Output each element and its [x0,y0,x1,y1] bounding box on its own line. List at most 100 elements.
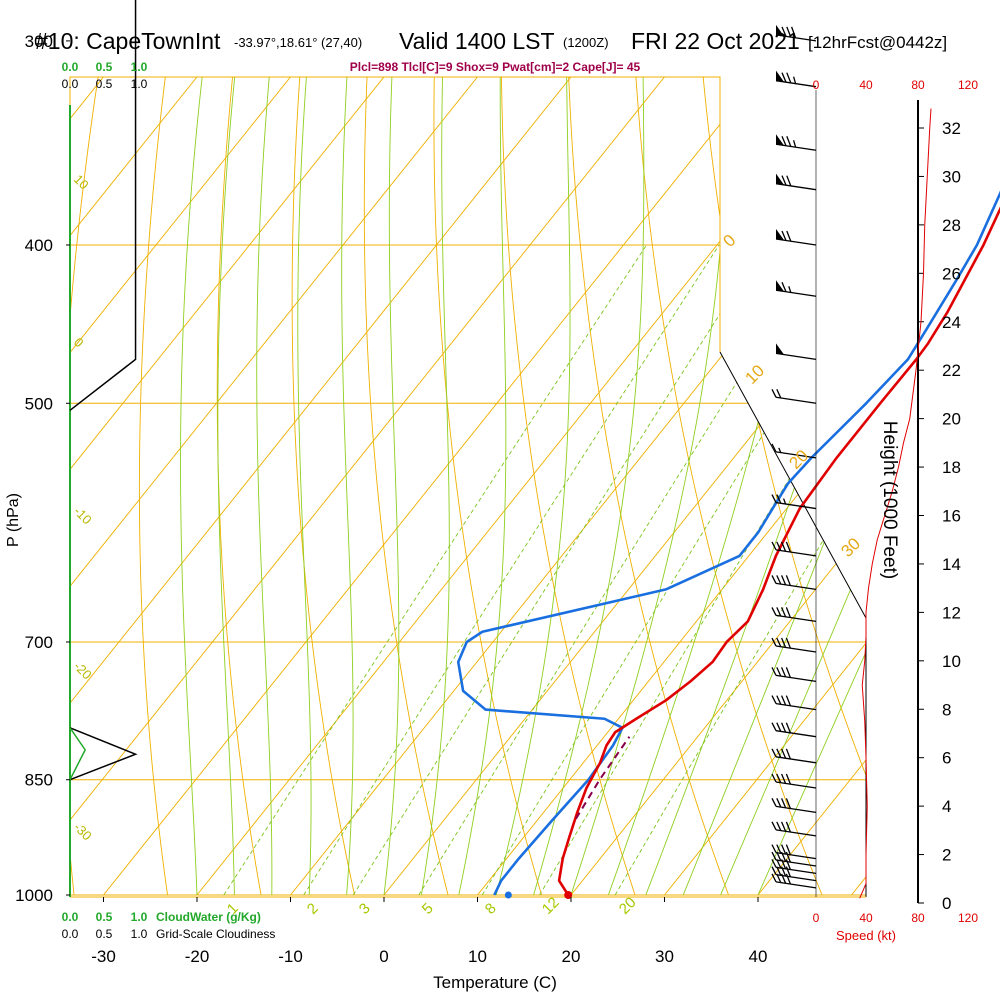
barb-staff [776,583,816,589]
barb-flag [772,723,776,731]
dry-adiabat [755,0,1000,895]
isotherm-label: -30 [71,820,95,844]
valid-date: FRI 22 Oct 2021 [631,28,800,54]
barb-pennant [776,71,784,82]
cloudwater-top-tick: 1.0 [131,60,148,74]
speed-top-tick: 0 [813,78,820,92]
cloudwater-profile [70,728,85,780]
barb-staff [776,615,816,621]
height-tick-label: 8 [942,700,951,719]
pressure-tick-label: 500 [25,394,53,413]
cloudiness-top-tick: 1.0 [131,77,148,91]
wind-barb [776,71,816,87]
height-tick-label: 24 [942,313,961,332]
barb-flag [782,798,786,807]
x-axis-title: Temperature (C) [433,973,557,992]
isotherm-line [0,0,703,895]
height-tick-label: 6 [942,749,951,768]
mixing-ratio-line [540,245,932,895]
speed-top-tick: 40 [859,78,873,92]
dry-adiabat [58,0,126,895]
skewt-grid [0,0,1000,897]
barb-pennant [776,280,784,291]
moist-adiabat [758,0,1000,895]
barb-staff [776,830,816,836]
surface-dewpoint-dot [505,892,512,899]
barb-flag [782,774,786,783]
temp-tick-label: 10 [468,947,487,966]
temp-tick-label: 30 [655,947,674,966]
wind-barb [772,798,816,812]
barb-flag [772,575,776,583]
height-axis-title: Height (1000 Feet) [879,421,900,579]
moist-adiabat [257,0,287,895]
barb-flag [782,696,786,705]
mixing-ratio-label: 8 [482,900,500,918]
barb-staff [776,806,816,812]
barb-flag [786,667,790,677]
speed-top-tick: 120 [958,78,978,92]
pressure-tick-label: 1000 [15,886,53,905]
barb-flag [772,774,776,782]
cloudiness-bottom-tick: 0.5 [96,927,113,941]
isotherm-line [478,0,1000,895]
wind-barb [772,667,816,681]
mixing-ratio-line [304,245,719,895]
barb-flag [772,798,776,806]
height-tick-label: 2 [942,846,951,865]
pressure-tick-label: 700 [25,633,53,652]
barb-flag [777,389,781,398]
barb-flag [772,845,776,853]
dry-adiabat [566,0,728,895]
speed-bottom-tick: 0 [813,911,820,925]
height-tick-label: 28 [942,216,961,235]
cloudwater-bottom-tick: 1.0 [131,910,148,924]
isotherm-line [758,0,1000,895]
mixing-ratio-label: 2 [304,900,322,918]
barb-half-flag [794,77,796,84]
speed-top-tick: 80 [911,78,925,92]
barb-staff [776,550,816,556]
wind-barb [776,280,816,296]
cloudwater-title: CloudWater (g/Kg) [156,910,261,924]
barb-flag [787,136,791,146]
dry-adiabat [501,0,635,895]
barb-flag [782,667,786,676]
pressure-tick-label: 300 [25,32,53,51]
cloudiness-low [70,728,136,780]
moist-adiabat [342,0,360,895]
moist-adiabat [298,0,322,895]
axis-labels: 1000850700500400300250100-10-20-30123581… [15,0,978,966]
mixing-ratio-label: 20 [616,894,640,918]
wind-barb [776,174,816,190]
isotherm-line [0,0,142,895]
barb-pennant [776,229,784,240]
forecast-info: [12hrFcst@0442z] [808,33,947,52]
pressure-tick-label: 400 [25,236,53,255]
dry-adiabat [629,0,822,895]
dry-adiabat [0,0,63,895]
barb-flag [782,575,786,584]
isotherm-label: -10 [71,504,95,528]
height-tick-label: 18 [942,458,961,477]
barb-staff [776,782,816,788]
right-temp-label: 20 [785,446,812,473]
temp-tick-label: -30 [91,947,116,966]
wind-barb [772,389,816,403]
wind-barb [776,134,816,150]
height-tick-label: 32 [942,119,961,138]
temp-tick-label: -10 [278,947,303,966]
height-tick-label: 20 [942,410,961,429]
temp-tick-label: 20 [562,947,581,966]
barb-flag [787,73,791,83]
temperature-profile [559,0,1000,895]
barb-flag [772,822,776,830]
wind-barb [776,343,816,359]
height-tick-label: 14 [942,555,961,574]
barb-flag [782,607,786,616]
temp-tick-label: 40 [749,947,768,966]
isotherm-line [852,0,1000,895]
pressure-tick-label: 850 [25,771,53,790]
cloudwater-bottom-tick: 0.5 [96,910,113,924]
barb-flag [786,749,790,759]
